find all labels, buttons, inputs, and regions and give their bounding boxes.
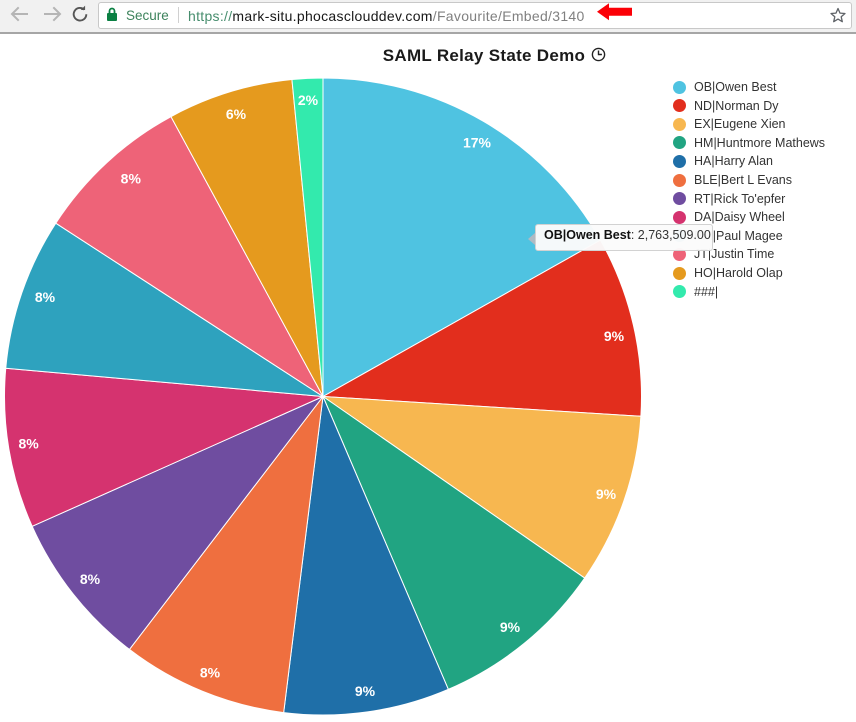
svg-text:9%: 9%: [355, 683, 376, 699]
svg-text:8%: 8%: [18, 435, 39, 451]
svg-text:9%: 9%: [596, 486, 617, 502]
svg-text:17%: 17%: [463, 135, 492, 151]
svg-text:8%: 8%: [121, 170, 142, 186]
svg-text:8%: 8%: [200, 665, 221, 681]
svg-text:9%: 9%: [500, 619, 521, 635]
svg-text:2%: 2%: [298, 92, 319, 108]
svg-text:6%: 6%: [226, 106, 247, 122]
svg-text:9%: 9%: [604, 328, 625, 344]
svg-text:8%: 8%: [80, 571, 101, 587]
svg-text:8%: 8%: [35, 289, 56, 305]
